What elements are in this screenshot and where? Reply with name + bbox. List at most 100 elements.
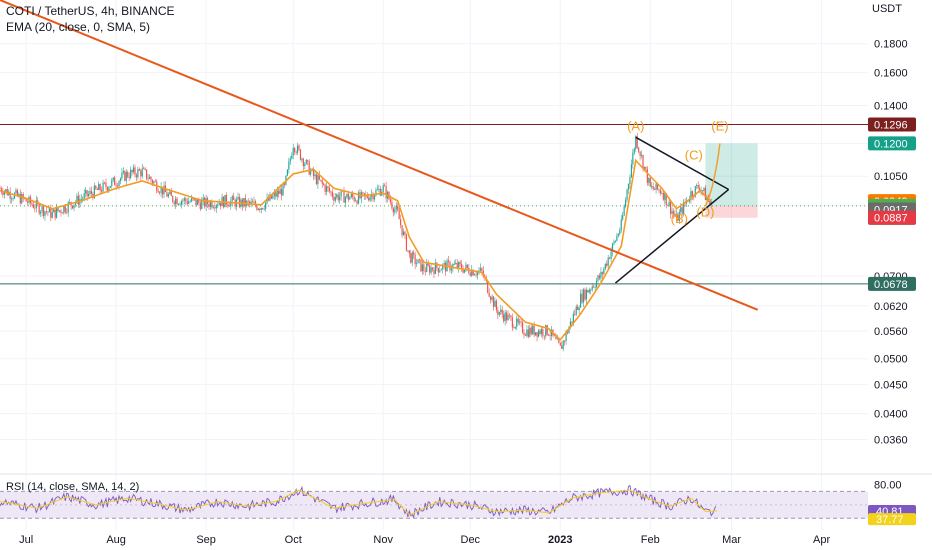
candle-body	[651, 186, 653, 188]
candle-body	[324, 185, 326, 192]
candle-body	[574, 313, 576, 315]
candle-body	[318, 175, 320, 180]
candle-body	[267, 197, 270, 201]
candle-body	[566, 331, 569, 334]
candle-body	[215, 205, 217, 209]
candle-body	[111, 180, 113, 186]
candle-body	[501, 309, 503, 315]
candle-body	[352, 194, 354, 197]
candle-body	[659, 190, 662, 194]
candle-body	[536, 332, 538, 337]
candle-body	[176, 198, 178, 205]
candle-body	[66, 211, 68, 213]
candle-body	[706, 197, 708, 201]
candle-body	[204, 197, 206, 207]
candle-body	[530, 327, 532, 334]
candle-body	[580, 293, 582, 308]
candle-body	[276, 190, 278, 197]
candle-body	[114, 177, 116, 186]
candle-body	[41, 206, 43, 212]
candle-body	[144, 168, 146, 170]
chart-header: COTI / TetherUS, 4h, BINANCE EMA (20, cl…	[6, 3, 175, 35]
candle-body	[183, 198, 185, 201]
candle-body	[26, 201, 29, 203]
candle-body	[535, 332, 537, 336]
price-tag	[868, 210, 916, 225]
wave-label: (A)	[627, 118, 644, 133]
candle-body	[709, 200, 711, 204]
rsi-line	[0, 484, 717, 519]
candle-body	[328, 187, 331, 192]
x-tick-label: Feb	[641, 534, 660, 546]
candle-body	[683, 201, 685, 214]
candle-body	[166, 192, 168, 197]
x-tick-label: Dec	[461, 534, 481, 546]
candle-body	[289, 158, 291, 162]
candle-body	[627, 184, 630, 190]
candle-body	[414, 254, 416, 265]
candle-body	[305, 159, 307, 164]
candle-body	[131, 169, 133, 173]
candle-body	[212, 207, 214, 209]
candle-body	[514, 326, 516, 329]
candle-body	[331, 192, 333, 197]
candle-body	[410, 253, 412, 263]
candle-body	[558, 338, 560, 343]
candle-body	[272, 195, 274, 199]
candle-body	[366, 194, 368, 198]
candle-body	[82, 198, 84, 200]
candle-body	[507, 314, 509, 321]
candle-body	[146, 169, 148, 179]
candle-body	[279, 189, 281, 194]
candle-body	[301, 158, 303, 160]
candle-body	[561, 345, 563, 349]
candle-body	[639, 151, 641, 156]
candle-body	[259, 208, 261, 210]
y-tick-label: 0.1400	[874, 100, 908, 112]
candle-body	[638, 147, 640, 152]
candle-body	[491, 296, 493, 300]
candle-body	[593, 286, 595, 288]
candle-body	[520, 321, 522, 323]
candle-body	[581, 293, 583, 303]
ema-legend[interactable]: EMA (20, close, 0, SMA, 5)	[6, 20, 151, 34]
candle-body	[549, 335, 551, 336]
candle-body	[661, 193, 663, 194]
candle-body	[159, 192, 161, 194]
rsi-tag-value: 37.77	[876, 514, 904, 526]
candle-body	[109, 185, 111, 188]
candle-body	[431, 267, 434, 270]
currency-label: USDT	[872, 3, 902, 15]
candle-body	[211, 201, 213, 208]
candle-body	[505, 312, 508, 321]
wave-label: (E)	[711, 118, 728, 133]
candle-body	[60, 210, 62, 213]
candle-body	[619, 230, 621, 235]
candle-body	[434, 262, 437, 274]
candle-body	[140, 170, 142, 177]
candle-body	[247, 200, 249, 202]
candle-body	[500, 309, 502, 313]
candle-body	[529, 327, 531, 337]
candle-body	[249, 201, 251, 204]
candle-body	[64, 206, 66, 212]
candle-body	[443, 262, 445, 265]
candle-body	[93, 185, 95, 199]
candle-body	[572, 313, 574, 323]
candle-body	[636, 136, 638, 148]
candle-body	[646, 169, 648, 183]
candle-body	[86, 190, 88, 197]
candle-body	[411, 252, 413, 263]
candle-body	[69, 201, 71, 203]
candle-body	[415, 263, 418, 265]
x-tick-label: Sep	[196, 534, 216, 546]
candle-body	[649, 178, 651, 187]
rsi-legend[interactable]: RSI (14, close, SMA, 14, 2)	[6, 481, 140, 493]
symbol-title[interactable]: COTI / TetherUS, 4h, BINANCE	[6, 4, 175, 18]
candle-body	[317, 175, 319, 185]
candle-body	[250, 201, 252, 204]
candle-body	[607, 257, 609, 266]
candle-body	[238, 196, 241, 207]
candle-body	[138, 169, 140, 171]
